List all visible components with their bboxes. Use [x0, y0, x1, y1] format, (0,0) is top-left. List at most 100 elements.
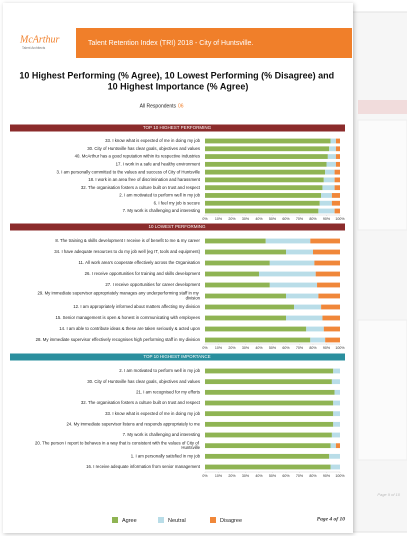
- row-label: 7. My work is challenging and interestin…: [123, 208, 201, 213]
- bar-segment: [205, 304, 295, 310]
- back-page-chart: [357, 319, 407, 461]
- x-tick-label: 20%: [228, 474, 236, 478]
- bar-segment: [333, 421, 340, 427]
- page-footer: Page 4 of 10: [317, 516, 346, 522]
- bar-segment: [314, 260, 340, 266]
- x-tick-label: 20%: [228, 217, 236, 221]
- row-label: 6. I feel my job is secure: [154, 200, 201, 205]
- bar-segment: [205, 453, 330, 459]
- bar-segment: [205, 400, 334, 406]
- row-label: 3. I am personally committed to the valu…: [56, 169, 200, 174]
- bar-segment: [331, 432, 340, 438]
- row-label: 17. I work in a safe and healthy environ…: [116, 161, 201, 166]
- bar-segment: [205, 161, 327, 167]
- bar-segment: [318, 293, 340, 299]
- x-tick-label: 0%: [202, 474, 208, 478]
- bar-segment: [205, 411, 334, 417]
- logo-tagline: Talent Architects: [22, 46, 46, 50]
- bar-segment: [331, 200, 340, 206]
- bar-segment: [310, 238, 340, 244]
- row-label: 2. I am motivated to perform well in my …: [119, 368, 200, 373]
- bar-segment: [205, 146, 330, 152]
- row-label: 33. I know what is expected of me in doi…: [105, 411, 200, 416]
- respondents-label: All Respondents: [140, 103, 177, 109]
- bar-segment: [335, 146, 340, 152]
- bar-segment: [205, 193, 322, 198]
- bar-segment: [259, 271, 316, 277]
- bar-segment: [205, 138, 331, 144]
- row-label: 18. I work in an area free of discrimina…: [88, 177, 201, 182]
- bar-segment: [330, 464, 340, 470]
- bar-segment: [269, 282, 318, 288]
- bar-segment: [330, 138, 336, 144]
- bar-segment: [205, 326, 307, 332]
- back-page-table: [357, 119, 407, 231]
- x-tick-label: 20%: [228, 346, 236, 350]
- x-tick-label: 70%: [296, 474, 304, 478]
- bar-segment: [205, 238, 266, 244]
- bar-segment: [321, 304, 340, 310]
- bar-segment: [313, 249, 340, 255]
- row-label: 30. City of Huntsville has clear goals, …: [87, 146, 200, 151]
- x-tick-label: 60%: [282, 474, 290, 478]
- x-tick-label: 30%: [242, 346, 250, 350]
- bar-segment: [326, 161, 336, 167]
- x-tick-label: 10%: [215, 474, 223, 478]
- bar-segment: [205, 282, 270, 288]
- bar-segment: [205, 154, 328, 159]
- back-page-band: [358, 100, 407, 114]
- row-label: 7. My work is challenging and interestin…: [123, 432, 201, 437]
- bar-segment: [317, 282, 340, 288]
- bar-segment: [325, 337, 340, 343]
- bar-segment: [205, 315, 286, 321]
- bar-segment: [330, 443, 336, 449]
- bar-segment: [205, 421, 334, 427]
- row-label: 32. The organisation fosters a culture b…: [81, 400, 201, 405]
- section-header: [10, 353, 345, 361]
- bar-segment: [331, 193, 340, 198]
- x-tick-label: 50%: [269, 474, 277, 478]
- bar-segment: [335, 161, 340, 167]
- row-label: 32. The organisation fosters a culture b…: [81, 185, 201, 190]
- bar-segment: [325, 169, 335, 175]
- legend-label: Agree: [122, 518, 137, 524]
- bar-segment: [205, 368, 334, 374]
- bar-segment: [315, 271, 340, 277]
- section-title: TOP 10 HIGHEST PERFORMING: [143, 125, 212, 130]
- bar-segment: [205, 208, 319, 214]
- bar-segment: [286, 293, 319, 299]
- bar-segment: [205, 271, 259, 277]
- x-tick-label: 90%: [323, 474, 331, 478]
- bar-segment: [323, 326, 340, 332]
- bar-segment: [334, 169, 340, 175]
- bar-segment: [306, 326, 324, 332]
- bar-segment: [322, 315, 340, 321]
- section-header: [10, 223, 345, 231]
- bar-segment: [205, 249, 286, 255]
- bar-segment: [205, 379, 332, 385]
- bar-segment: [205, 293, 286, 299]
- x-tick-label: 40%: [255, 217, 263, 221]
- x-tick-label: 90%: [323, 217, 331, 221]
- bar-segment: [322, 185, 335, 191]
- row-label: 40. McArthur has a good reputation withi…: [75, 154, 200, 159]
- x-tick-label: 40%: [255, 346, 263, 350]
- legend-swatch: [112, 517, 118, 523]
- back-page-footer: Page 9 of 10: [377, 492, 400, 497]
- bar-segment: [205, 177, 324, 183]
- x-tick-label: 60%: [282, 217, 290, 221]
- row-label: 15. Senior management is open & honest i…: [55, 315, 200, 320]
- row-label: 16. I receive adequate information from …: [86, 464, 201, 469]
- logo: McArthur: [19, 34, 60, 45]
- section-header: [10, 124, 345, 132]
- x-tick-label: 70%: [296, 346, 304, 350]
- x-tick-label: 100%: [335, 217, 345, 221]
- bar-segment: [333, 400, 340, 406]
- bar-segment: [334, 208, 340, 214]
- bar-segment: [205, 443, 331, 449]
- x-tick-label: 30%: [242, 217, 250, 221]
- bar-segment: [327, 154, 336, 159]
- respondents-count: 06: [178, 103, 184, 109]
